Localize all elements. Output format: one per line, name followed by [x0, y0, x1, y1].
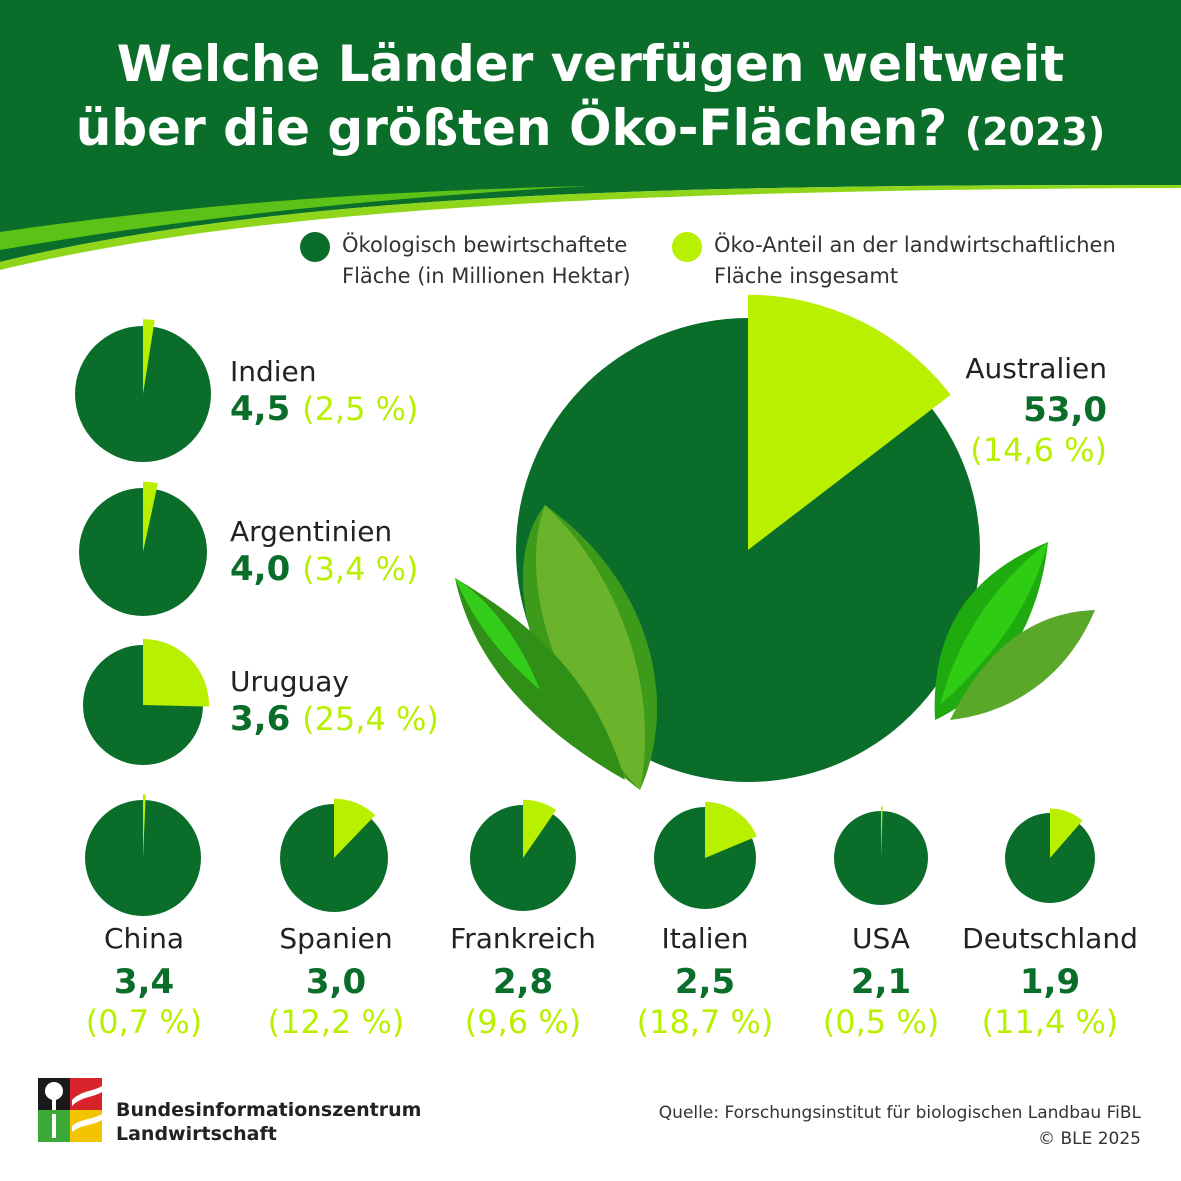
label-frankreich: Frankreich 2,8 (9,6 %) [423, 922, 623, 1042]
pie-share-slice-argentinien [143, 481, 158, 552]
share-value-italien: (18,7 %) [636, 1003, 774, 1041]
legend-item-share: Öko-Anteil an der landwirtschaftlichen F… [672, 230, 1116, 292]
label-italien: Italien 2,5 (18,7 %) [605, 922, 805, 1042]
legend-dot-light-green [672, 232, 702, 262]
share-value-argentinien: (3,4 %) [302, 550, 419, 588]
share-value-china: (0,7 %) [85, 1003, 203, 1041]
pie-uruguay [83, 639, 209, 765]
share-value-indien: (2,5 %) [302, 390, 419, 428]
area-value-deutschland: 1,9 [1019, 962, 1081, 1002]
header-banner: Welche Länder verfügen weltweit über die… [0, 0, 1181, 270]
area-value-uruguay: 3,6 [230, 699, 291, 739]
pie-share-slice-china [143, 794, 146, 858]
pie-spanien [280, 798, 388, 912]
title-line-2-text: über die größten Öko-Flächen? [75, 99, 948, 157]
country-name-italien: Italien [661, 922, 749, 955]
pie-share-slice-uruguay [143, 639, 209, 707]
leaf-decoration-right [934, 542, 1095, 720]
pie-share-slice-frankreich [523, 799, 557, 858]
share-value-deutschland: (11,4 %) [981, 1003, 1119, 1041]
share-value-uruguay: (25,4 %) [302, 700, 439, 738]
title-year: (2023) [964, 110, 1106, 154]
country-value-argentinien: 4,0 (3,4 %) [230, 549, 419, 589]
share-value-spanien: (12,2 %) [267, 1003, 405, 1041]
area-value-australien: 53,0 [1023, 390, 1107, 430]
country-name-china: China [104, 922, 184, 955]
pie-usa [834, 806, 928, 905]
org-line-2: Landwirtschaft [116, 1123, 277, 1145]
label-deutschland: Deutschland 1,9 (11,4 %) [950, 922, 1150, 1042]
country-name-usa: USA [852, 922, 910, 955]
pie-italien [654, 801, 757, 909]
country-name-uruguay: Uruguay [230, 665, 349, 698]
legend-label-area: Ökologisch bewirtschaftete Fläche (in Mi… [342, 233, 631, 288]
pie-deutschland [1005, 808, 1095, 903]
pie-share-slice-indien [143, 319, 155, 394]
area-value-china: 3,4 [113, 962, 175, 1002]
title-line-1: Welche Länder verfügen weltweit [116, 35, 1065, 93]
pie-share-slice-italien [705, 801, 757, 858]
area-value-spanien: 3,0 [305, 962, 367, 1002]
label-uruguay: Uruguay 3,6 (25,4 %) [230, 665, 439, 739]
share-value-usa: (0,5 %) [822, 1003, 940, 1041]
share-value-frankreich: (9,6 %) [464, 1003, 582, 1041]
label-indien: Indien 4,5 (2,5 %) [230, 355, 419, 429]
country-value-indien: 4,5 (2,5 %) [230, 389, 419, 429]
source-text: Quelle: Forschungsinstitut für biologisc… [658, 1103, 1141, 1123]
area-value-indien: 4,5 [230, 389, 291, 429]
area-value-italien: 2,5 [674, 962, 736, 1002]
legend-item-area: Ökologisch bewirtschaftete Fläche (in Mi… [300, 230, 631, 292]
country-name-deutschland: Deutschland [962, 922, 1138, 955]
country-name-indien: Indien [230, 355, 317, 388]
country-value-uruguay: 3,6 (25,4 %) [230, 699, 439, 739]
ble-logo-icon [38, 1078, 102, 1142]
legend-dot-dark-green [300, 232, 330, 262]
label-argentinien: Argentinien 4,0 (3,4 %) [230, 515, 419, 589]
country-name-australien: Australien [965, 352, 1107, 385]
share-value-australien: (14,6 %) [970, 431, 1107, 469]
header-background [0, 0, 1181, 270]
country-name-spanien: Spanien [279, 922, 393, 955]
label-china: China 3,4 (0,7 %) [44, 922, 244, 1042]
legend-label-share: Öko-Anteil an der landwirtschaftlichen F… [714, 233, 1116, 288]
org-line-1: Bundesinformationszentrum [116, 1099, 422, 1121]
pie-argentinien [79, 481, 207, 616]
pie-indien [75, 319, 211, 462]
area-value-usa: 2,1 [850, 962, 912, 1002]
pie-share-slice-spanien [334, 798, 376, 858]
pie-share-slice-deutschland [1050, 808, 1083, 858]
label-usa: USA 2,1 (0,5 %) [781, 922, 981, 1042]
title-line-2: über die größten Öko-Flächen? (2023) [0, 96, 1181, 164]
country-name-frankreich: Frankreich [450, 922, 596, 955]
label-australien: Australien 53,0 (14,6 %) [965, 352, 1107, 470]
area-value-argentinien: 4,0 [230, 549, 291, 589]
label-spanien: Spanien 3,0 (12,2 %) [236, 922, 436, 1042]
pie-share-slice-usa [881, 806, 883, 858]
pie-share-slice-australien [748, 294, 951, 550]
pie-china [85, 794, 201, 916]
copyright-text: © BLE 2025 [1038, 1129, 1141, 1149]
pie-frankreich [470, 799, 576, 911]
source-note: Quelle: Forschungsinstitut für biologisc… [659, 1100, 1141, 1152]
page-title: Welche Länder verfügen weltweit über die… [0, 32, 1181, 164]
area-value-frankreich: 2,8 [492, 962, 554, 1002]
leaf-decoration-left [455, 505, 658, 790]
organization-name: Bundesinformationszentrum Landwirtschaft [116, 1098, 421, 1146]
country-name-argentinien: Argentinien [230, 515, 393, 548]
